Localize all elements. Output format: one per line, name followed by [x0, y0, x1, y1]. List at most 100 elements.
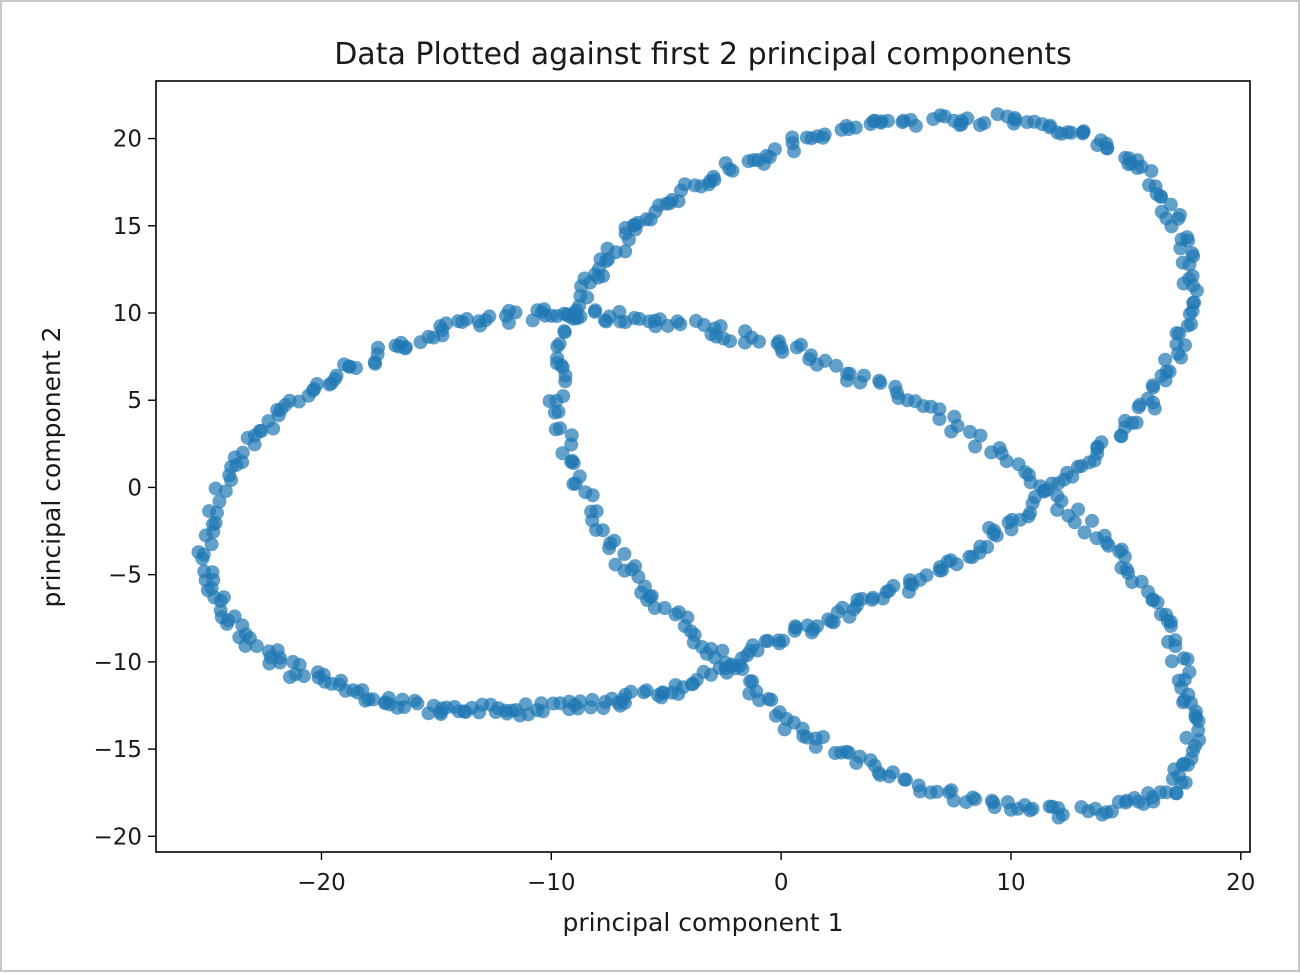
scatter-point	[564, 428, 579, 443]
scatter-point	[624, 562, 639, 577]
scatter-point	[943, 553, 958, 568]
scatter-point	[550, 350, 565, 365]
scatter-point	[1180, 652, 1195, 667]
scatter-point	[1006, 116, 1021, 131]
scatter-point	[208, 516, 223, 530]
scatter-point	[349, 361, 363, 375]
scatter-point	[587, 304, 602, 319]
scatter-point	[451, 704, 466, 719]
scatter-point	[1042, 799, 1057, 814]
scatter-point	[556, 389, 571, 404]
scatter-point	[577, 271, 592, 286]
scatter-point	[856, 368, 871, 383]
scatter-point	[578, 485, 593, 500]
scatter-point	[1182, 257, 1197, 272]
scatter-point	[652, 198, 666, 213]
scatter-point	[804, 131, 819, 146]
scatter-point	[1150, 595, 1165, 610]
y-tick-label: −20	[93, 824, 142, 850]
scatter-point	[873, 375, 888, 390]
scatter-point	[580, 290, 595, 305]
scatter-point	[704, 667, 719, 682]
scatter-point	[508, 305, 523, 320]
scatter-point	[583, 700, 598, 715]
scatter-point	[973, 428, 988, 443]
y-tick-label: −10	[93, 650, 142, 676]
y-tick-label: −15	[93, 737, 142, 763]
scatter-point	[1067, 515, 1082, 530]
scatter-point	[195, 551, 210, 566]
scatter-point	[608, 557, 623, 572]
scatter-point	[600, 241, 615, 256]
x-tick-label: −20	[297, 870, 346, 896]
scatter-point	[1075, 126, 1090, 141]
scatter-point	[840, 373, 854, 388]
scatter-points	[191, 107, 1207, 825]
scatter-point	[439, 316, 454, 331]
scatter-point	[310, 377, 324, 391]
scatter-point	[553, 696, 568, 711]
scatter-point	[787, 623, 802, 638]
scatter-point	[1165, 772, 1180, 786]
scatter-point	[651, 688, 665, 703]
scatter-point	[777, 722, 792, 737]
scatter-point	[557, 324, 572, 339]
scatter-point	[1117, 549, 1132, 564]
scatter-point	[371, 340, 385, 355]
scatter-point	[1164, 654, 1179, 669]
scatter-point	[1189, 283, 1204, 298]
scatter-point	[1129, 415, 1144, 430]
scatter-point	[723, 334, 738, 349]
scatter-point	[817, 127, 832, 142]
scatter-point	[636, 685, 651, 700]
scatter-point	[240, 430, 255, 445]
scatter-point	[767, 142, 782, 157]
scatter-point	[254, 423, 269, 438]
x-tick-label: 0	[774, 870, 789, 896]
scatter-point	[1158, 352, 1173, 367]
scatter-point	[901, 584, 916, 599]
scatter-point	[1161, 634, 1176, 649]
scatter-point	[789, 340, 804, 355]
x-tick-label: 20	[1226, 870, 1255, 896]
y-tick-label: 15	[113, 214, 142, 240]
scatter-point	[824, 614, 839, 629]
scatter-point	[329, 368, 344, 383]
scatter-point	[1043, 118, 1058, 133]
scatter-point	[1000, 795, 1015, 810]
scatter-point	[235, 445, 250, 460]
scatter-point	[923, 785, 938, 800]
scatter-point	[849, 755, 864, 770]
scatter-point	[771, 633, 786, 648]
scatter-point	[828, 746, 843, 760]
scatter-point	[475, 697, 490, 712]
scatter-point	[395, 692, 410, 707]
scatter-point	[555, 446, 570, 461]
scatter-point	[742, 686, 757, 701]
scatter-point	[544, 308, 559, 323]
y-tick-label: −5	[108, 563, 142, 589]
scatter-point	[1154, 189, 1168, 204]
scatter-point	[1074, 800, 1089, 815]
scatter-point	[1071, 502, 1086, 517]
scatter-point	[596, 701, 611, 716]
scatter-point	[1134, 574, 1149, 589]
scatter-point	[1169, 326, 1184, 341]
scatter-point	[932, 412, 947, 427]
scatter-point	[1113, 428, 1128, 443]
scatter-point	[785, 130, 800, 145]
scatter-point	[841, 122, 856, 136]
scatter-point	[617, 547, 632, 561]
scatter-point	[973, 118, 987, 132]
scatter-point	[866, 590, 880, 605]
scatter-point	[324, 676, 339, 691]
scatter-point	[1111, 794, 1126, 809]
scatter-point	[944, 783, 959, 798]
scatter-point	[671, 194, 686, 209]
scatter-point	[818, 353, 833, 368]
scatter-point	[488, 705, 503, 719]
scatter-point	[670, 314, 685, 329]
scatter-point	[361, 692, 376, 707]
scatter-point	[968, 439, 983, 454]
